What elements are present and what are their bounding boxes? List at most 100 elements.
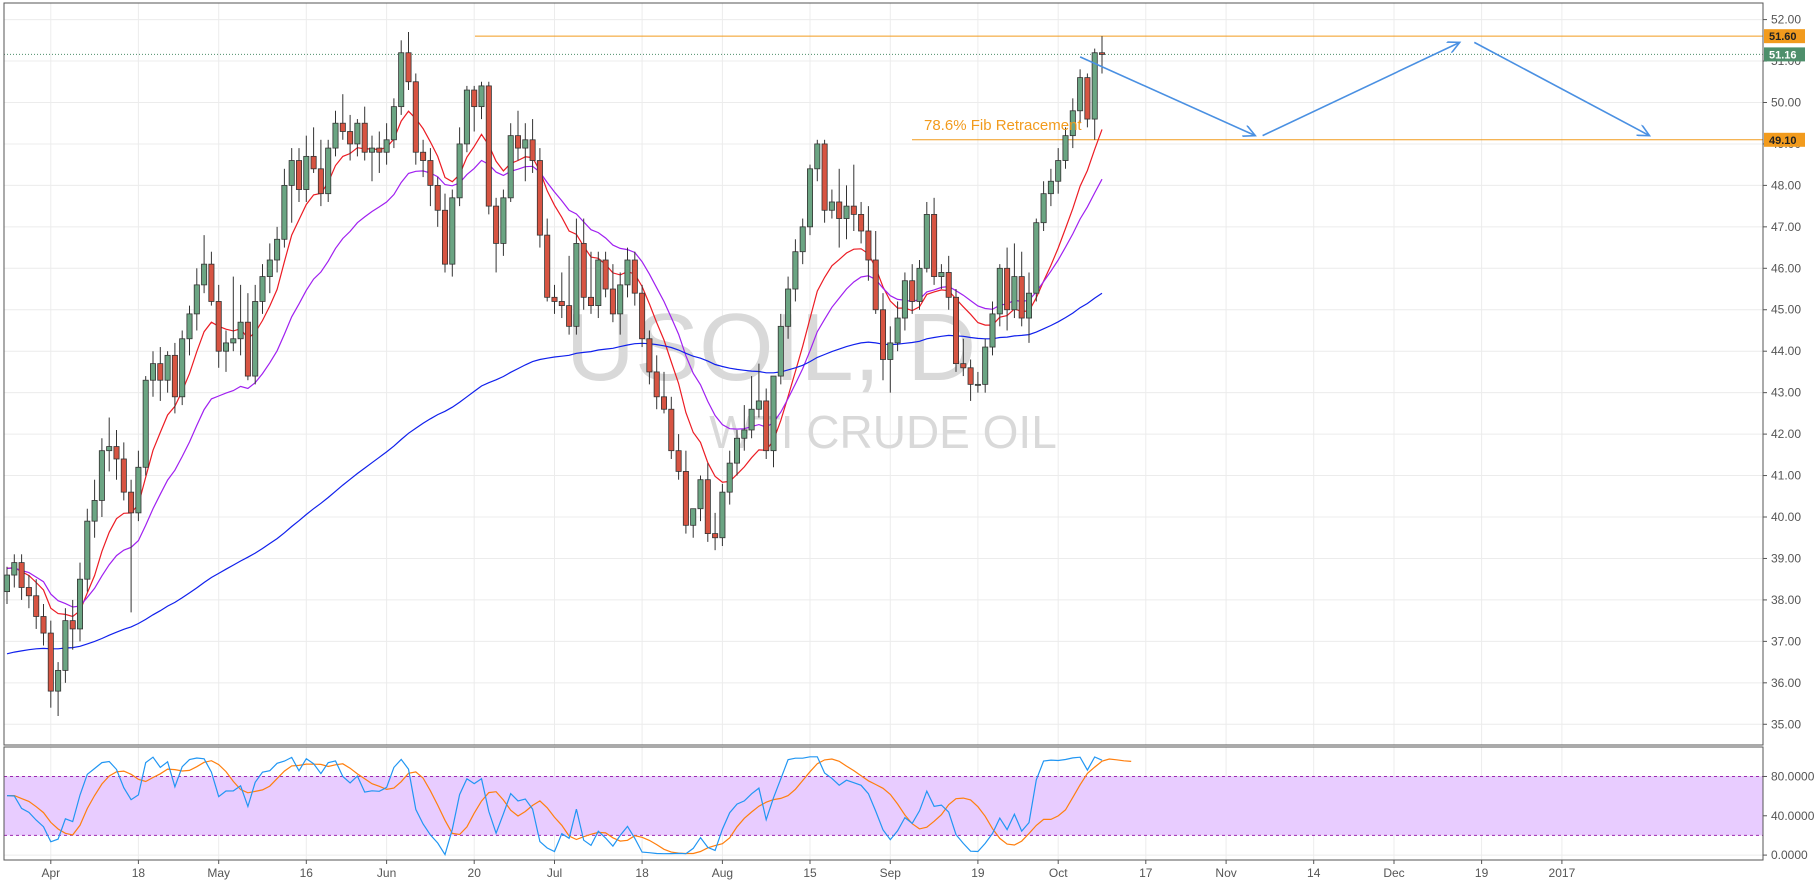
bullish-candle bbox=[719, 483, 726, 547]
candle-body bbox=[325, 147, 332, 195]
candle-body bbox=[960, 363, 967, 369]
bullish-candle bbox=[274, 226, 281, 273]
candle-body bbox=[639, 292, 646, 340]
candle-body bbox=[675, 450, 682, 472]
panel-frames bbox=[3, 2, 1764, 861]
candle-body bbox=[281, 184, 288, 240]
bearish-candle bbox=[865, 206, 872, 281]
candle-body bbox=[449, 197, 456, 265]
bearish-candle bbox=[208, 251, 215, 306]
bearish-candle bbox=[1018, 251, 1025, 327]
bearish-candle bbox=[945, 255, 952, 310]
candle-body bbox=[252, 301, 259, 377]
bullish-candle bbox=[507, 123, 514, 202]
oscillator-tick-label: 40.0000 bbox=[1771, 809, 1815, 823]
price-tick-label: 37.00 bbox=[1771, 634, 1801, 648]
oscillator-line-2 bbox=[6, 756, 1103, 857]
candle-body bbox=[544, 234, 551, 298]
candle-body bbox=[303, 155, 310, 190]
candle-body bbox=[274, 238, 281, 261]
candle-body bbox=[193, 284, 200, 315]
candle-body bbox=[142, 379, 149, 468]
candle-body bbox=[398, 52, 405, 108]
candle-body bbox=[602, 259, 609, 290]
bullish-candle bbox=[894, 301, 901, 352]
candle-body bbox=[339, 122, 346, 132]
bullish-candle bbox=[741, 405, 748, 451]
time-axis[interactable]: Apr 18 May 16 Jun 20 Jul 18 Aug 15 Sep 19 Oct 17 Nov 14… bbox=[41, 860, 1576, 880]
price-axis[interactable]: 52.0051.0050.0049.0048.0047.0046.0045.00… bbox=[1763, 13, 1801, 732]
candle-body bbox=[201, 263, 208, 286]
candle-body bbox=[931, 214, 938, 277]
candle-body bbox=[624, 259, 631, 286]
bullish-candle bbox=[726, 450, 733, 505]
bearish-candle bbox=[602, 251, 609, 298]
fib-retracement-label: 78.6% Fib Retracement bbox=[924, 117, 1082, 134]
oscillator-axis[interactable]: 80.0000 40.0000 0.0000 bbox=[1763, 769, 1815, 862]
candle-body bbox=[295, 160, 302, 190]
bullish-candle bbox=[748, 376, 755, 439]
bullish-candle bbox=[734, 429, 741, 476]
bullish-candle bbox=[799, 218, 806, 265]
bearish-candle bbox=[515, 110, 522, 161]
bullish-candle bbox=[201, 235, 208, 294]
bullish-candle bbox=[1055, 148, 1062, 194]
time-tick-label: 19 bbox=[1475, 866, 1489, 880]
bullish-candle bbox=[354, 119, 361, 157]
time-tick-label: 19 bbox=[971, 866, 985, 880]
bearish-candle bbox=[580, 218, 587, 310]
oscillator-tick-label: 80.0000 bbox=[1771, 769, 1815, 783]
candle-body bbox=[368, 147, 375, 153]
candle-body bbox=[441, 209, 448, 265]
bearish-candle bbox=[821, 139, 828, 223]
bearish-candle bbox=[215, 284, 222, 368]
price-tick-label: 52.00 bbox=[1771, 13, 1801, 27]
price-tick-label: 42.00 bbox=[1771, 427, 1801, 441]
moving-average-line-3 bbox=[6, 292, 1103, 655]
candle-body bbox=[186, 313, 193, 340]
price-tag-51-60: 51.60 bbox=[1764, 29, 1805, 44]
candle-body bbox=[522, 139, 529, 149]
candle-body bbox=[719, 491, 726, 539]
time-tick-label: 14 bbox=[1307, 866, 1321, 880]
candle-body bbox=[405, 52, 412, 83]
bullish-candle bbox=[595, 251, 602, 319]
price-tick-label: 38.00 bbox=[1771, 593, 1801, 607]
bearish-candle bbox=[485, 81, 492, 215]
grid-lines bbox=[4, 3, 1763, 860]
time-tick-label: 16 bbox=[300, 866, 314, 880]
oscillator-tick-label: 0.0000 bbox=[1771, 848, 1808, 862]
candle-body bbox=[646, 338, 653, 373]
bullish-candle bbox=[996, 264, 1003, 327]
candle-body bbox=[551, 296, 558, 302]
candle-body bbox=[62, 620, 69, 671]
candle-body bbox=[770, 375, 777, 452]
candle-body bbox=[171, 354, 178, 398]
candle-body bbox=[580, 243, 587, 298]
bullish-candle bbox=[106, 417, 113, 472]
bullish-candle bbox=[1040, 181, 1047, 231]
time-tick-label: Jul bbox=[547, 866, 562, 880]
candle-body bbox=[77, 578, 84, 630]
forecast-arrow bbox=[1473, 41, 1649, 135]
candle-body bbox=[923, 214, 930, 269]
price-tick-label: 41.00 bbox=[1771, 469, 1801, 483]
bearish-candle bbox=[18, 554, 25, 600]
time-tick-label: Jun bbox=[377, 866, 396, 880]
bearish-candle bbox=[653, 355, 660, 410]
candle-body bbox=[828, 201, 835, 211]
candle-body bbox=[690, 508, 697, 526]
bearish-candle bbox=[295, 148, 302, 202]
candle-body bbox=[18, 562, 25, 588]
bullish-candle bbox=[368, 135, 375, 182]
bullish-candle bbox=[478, 81, 485, 120]
candle-body bbox=[989, 313, 996, 348]
candle-body bbox=[1099, 52, 1106, 55]
bullish-candle bbox=[55, 662, 62, 716]
candle-body bbox=[938, 272, 945, 277]
candle-body bbox=[609, 288, 616, 315]
candle-body bbox=[215, 301, 222, 352]
bearish-candle bbox=[157, 347, 164, 401]
bullish-candle bbox=[193, 268, 200, 331]
bullish-candle bbox=[573, 218, 580, 335]
